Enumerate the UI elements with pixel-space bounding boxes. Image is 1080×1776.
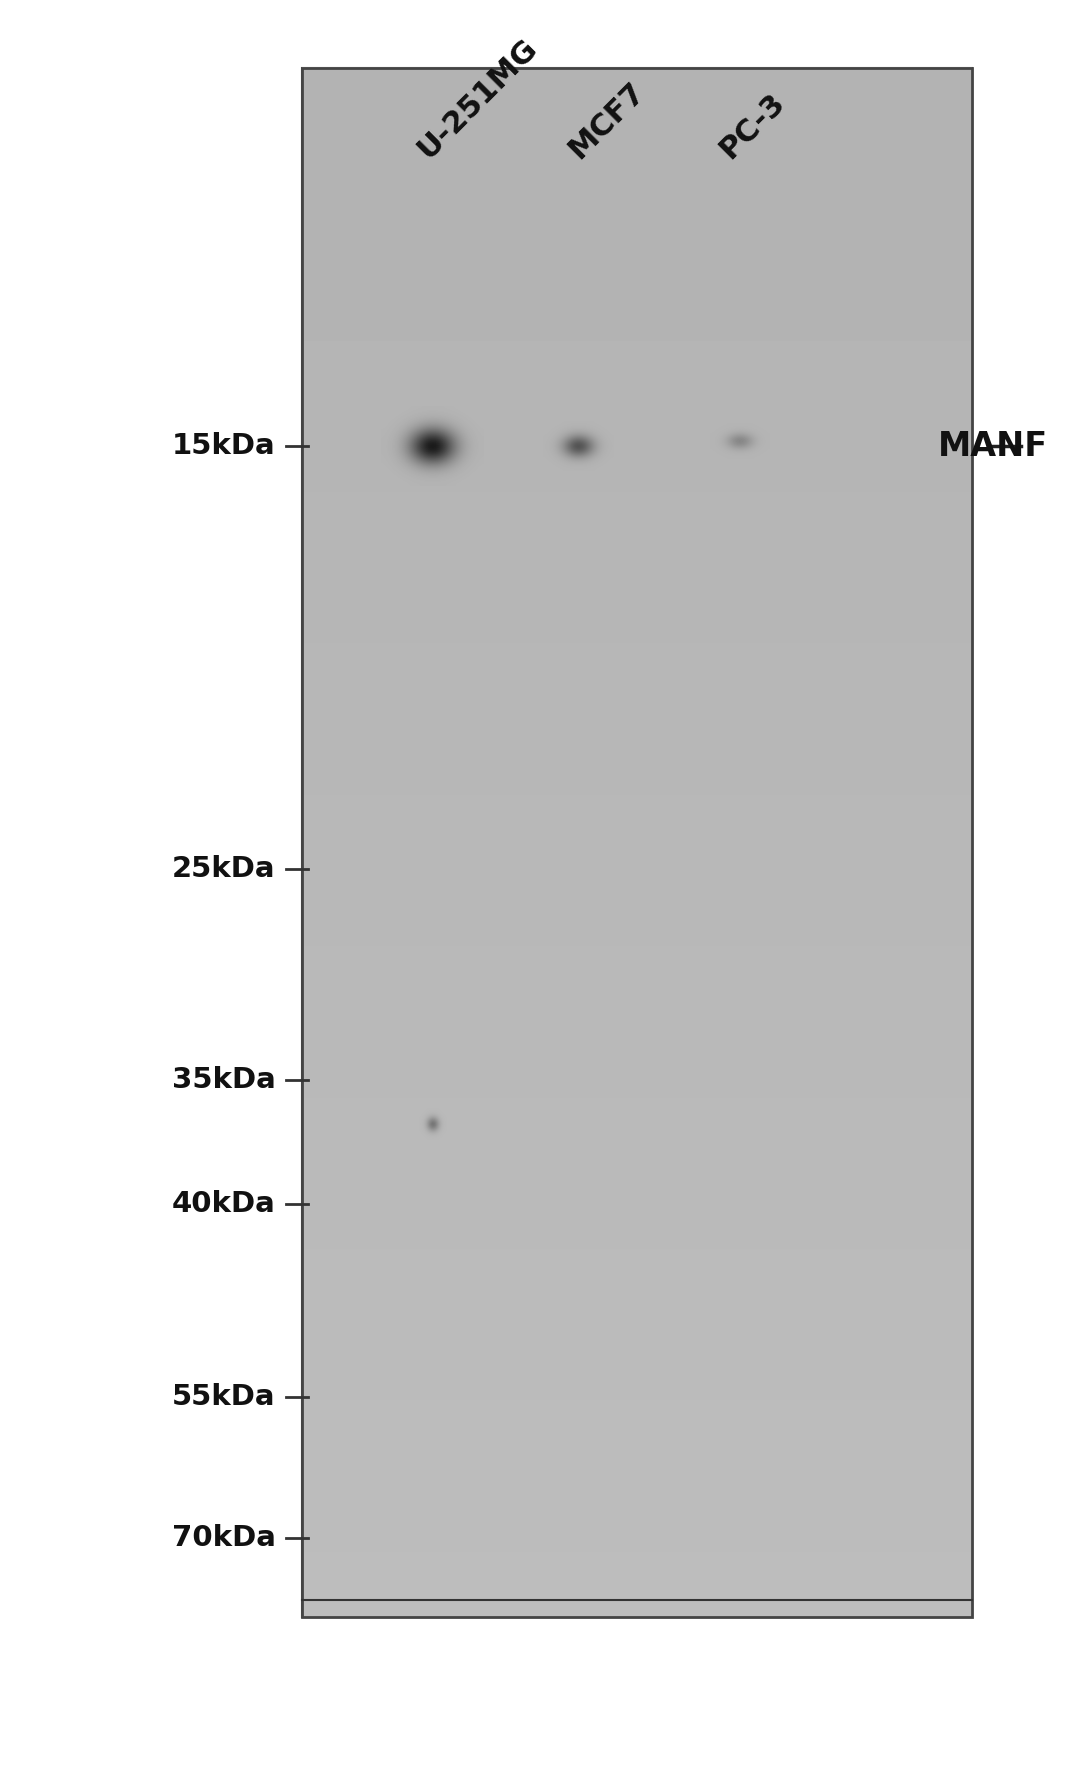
FancyBboxPatch shape — [302, 67, 972, 1618]
Text: 25kDa: 25kDa — [172, 854, 275, 883]
Text: 35kDa: 35kDa — [172, 1066, 275, 1094]
Text: MANF: MANF — [937, 430, 1048, 464]
Text: PC-3: PC-3 — [714, 89, 791, 165]
Text: U-251MG: U-251MG — [411, 34, 542, 165]
Bar — [302, 67, 972, 1618]
Text: 15kDa: 15kDa — [172, 432, 275, 460]
Text: 70kDa: 70kDa — [172, 1524, 275, 1552]
Text: MCF7: MCF7 — [563, 76, 650, 165]
Text: 40kDa: 40kDa — [172, 1190, 275, 1218]
Text: 55kDa: 55kDa — [172, 1384, 275, 1412]
